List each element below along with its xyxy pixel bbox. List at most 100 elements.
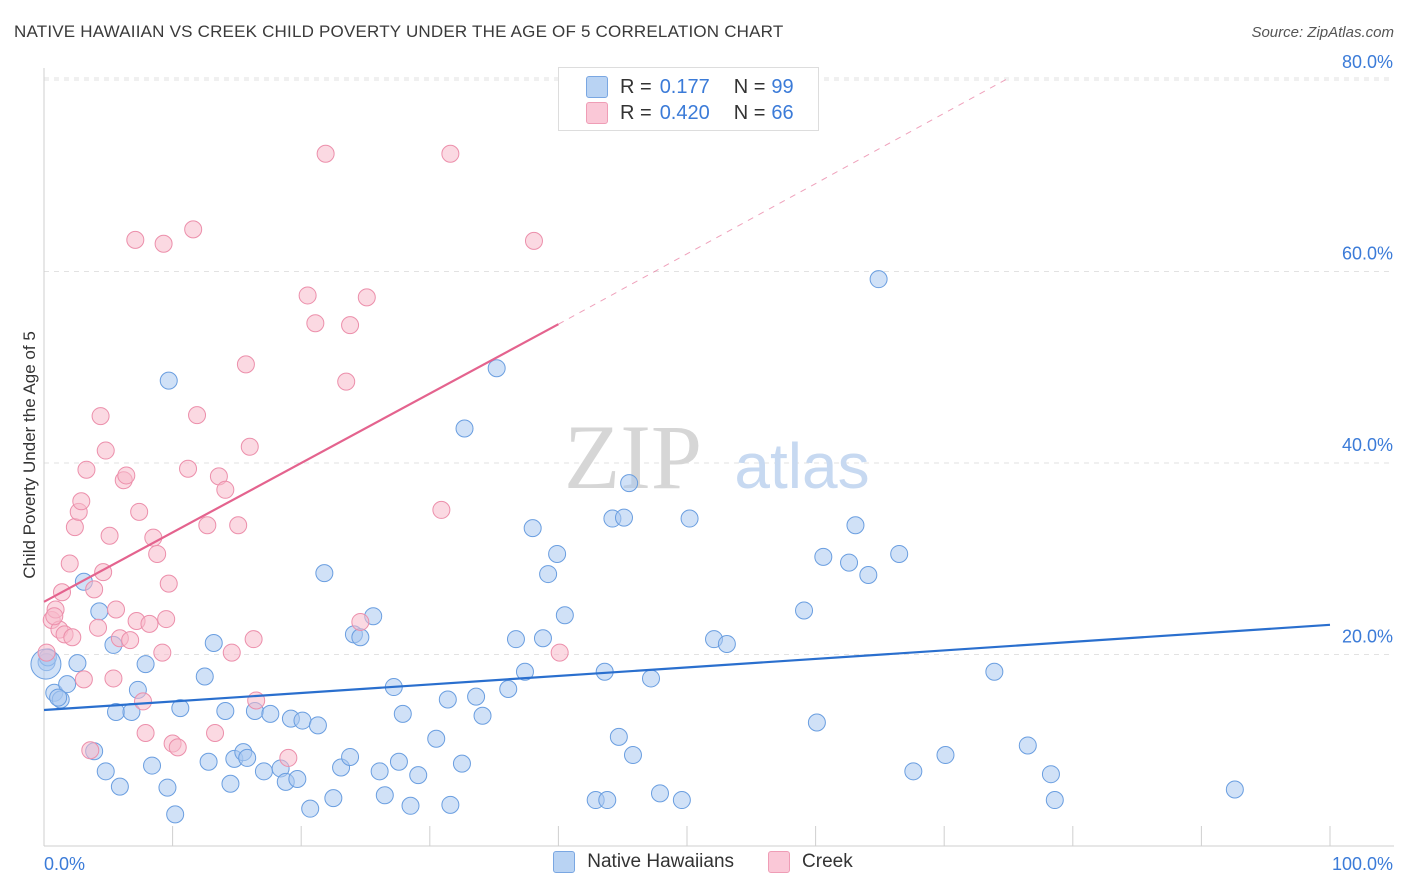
trend-creek-extension — [558, 77, 1009, 325]
axes — [43, 68, 1394, 847]
point-native-hawaiians — [308, 716, 327, 735]
point-native-hawaiians — [609, 727, 628, 746]
point-native-hawaiians — [641, 669, 660, 688]
y-tick-label: 20.0% — [1342, 627, 1393, 647]
point-native-hawaiians — [393, 704, 412, 723]
point-native-hawaiians — [216, 701, 235, 720]
point-native-hawaiians — [523, 519, 542, 538]
point-creek — [351, 612, 370, 631]
point-creek — [306, 314, 325, 333]
point-native-hawaiians — [96, 762, 115, 781]
point-native-hawaiians — [795, 601, 814, 620]
point-creek — [298, 286, 317, 305]
r-label: R = — [620, 75, 652, 98]
point-creek — [77, 460, 96, 479]
point-creek — [63, 628, 82, 647]
point-creek — [72, 492, 91, 511]
point-creek — [107, 600, 126, 619]
point-creek — [229, 516, 248, 535]
point-native-hawaiians — [650, 784, 669, 803]
point-creek — [60, 554, 79, 573]
point-creek — [81, 741, 100, 760]
legend-row-creek: R = 0.420 N = 66 — [586, 101, 794, 125]
point-creek — [130, 502, 149, 521]
n-value: 99 — [771, 75, 794, 98]
point-creek — [117, 466, 136, 485]
point-creek — [341, 316, 360, 335]
point-native-hawaiians — [49, 688, 68, 707]
correlation-legend: R = 0.177 N = 99 R = 0.420 N = 66 — [558, 67, 819, 131]
watermark: ZIP atlas — [564, 406, 870, 508]
point-creek — [184, 220, 203, 239]
point-creek — [316, 144, 335, 163]
point-native-hawaiians — [90, 602, 109, 621]
legend-item-creek[interactable]: Creek — [768, 851, 853, 873]
point-native-hawaiians — [598, 791, 617, 810]
point-native-hawaiians — [171, 699, 190, 718]
r-label: R = — [620, 101, 652, 124]
point-native-hawaiians — [254, 762, 273, 781]
point-creek — [188, 406, 207, 425]
blue-swatch — [586, 76, 608, 98]
point-creek — [244, 630, 263, 649]
point-native-hawaiians — [869, 270, 888, 289]
point-native-hawaiians — [859, 566, 878, 585]
point-native-hawaiians — [452, 754, 471, 773]
point-native-hawaiians — [158, 778, 177, 797]
trend-native-hawaiians — [43, 623, 1331, 712]
point-native-hawaiians — [441, 795, 460, 814]
point-native-hawaiians — [324, 789, 343, 808]
pink-swatch — [586, 102, 608, 124]
watermark-zip: ZIP — [564, 406, 702, 508]
point-native-hawaiians — [427, 729, 446, 748]
point-creek — [134, 692, 153, 711]
point-native-hawaiians — [136, 655, 155, 674]
point-native-hawaiians — [110, 777, 129, 796]
point-native-hawaiians — [717, 634, 736, 653]
point-creek — [157, 610, 176, 629]
point-creek — [96, 441, 115, 460]
legend-item-native-hawaiians[interactable]: Native Hawaiians — [553, 851, 734, 873]
legend-label: Creek — [802, 851, 853, 872]
point-native-hawaiians — [473, 706, 492, 725]
trend-lines — [43, 77, 1331, 712]
y-axis-label: Child Poverty Under the Age of 5 — [20, 331, 39, 579]
y-tick-label: 40.0% — [1342, 435, 1393, 455]
point-native-hawaiians — [195, 667, 214, 686]
point-creek — [524, 231, 543, 250]
point-creek — [136, 724, 155, 743]
point-creek — [100, 526, 119, 545]
point-creek — [45, 607, 64, 626]
point-creek — [85, 580, 104, 599]
point-native-hawaiians — [548, 544, 567, 563]
point-creek — [91, 407, 110, 426]
point-native-hawaiians — [620, 474, 639, 493]
point-native-hawaiians — [506, 630, 525, 649]
point-native-hawaiians — [455, 419, 474, 438]
point-native-hawaiians — [159, 371, 178, 390]
n-label: N = — [733, 101, 766, 124]
point-native-hawaiians — [614, 508, 633, 527]
point-creek — [179, 459, 198, 478]
point-native-hawaiians — [890, 544, 909, 563]
point-native-hawaiians — [1018, 736, 1037, 755]
point-creek — [89, 618, 108, 637]
point-native-hawaiians — [814, 547, 833, 566]
point-native-hawaiians — [499, 679, 518, 698]
point-native-hawaiians — [288, 769, 307, 788]
y-tick-label: 80.0% — [1342, 52, 1393, 72]
point-native-hawaiians — [315, 564, 334, 583]
point-creek — [104, 669, 123, 688]
watermark-atlas: atlas — [734, 430, 869, 502]
point-creek — [65, 518, 84, 537]
point-creek — [357, 288, 376, 307]
point-native-hawaiians — [936, 746, 955, 765]
series-creek — [37, 144, 569, 767]
r-value: 0.420 — [659, 101, 710, 124]
point-creek — [168, 738, 187, 757]
point-native-hawaiians — [370, 762, 389, 781]
n-label: N = — [733, 75, 766, 98]
point-native-hawaiians — [58, 675, 77, 694]
point-creek — [216, 480, 235, 499]
